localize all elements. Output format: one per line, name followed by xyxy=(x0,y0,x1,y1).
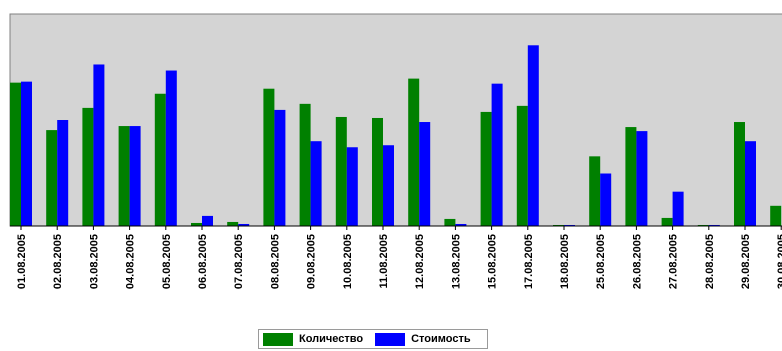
x-tick-label-13: 15.08.2005 xyxy=(487,234,499,289)
legend-label-quantity: Количество xyxy=(299,333,364,345)
bar-cost-3 xyxy=(129,126,141,226)
bar-cost-5 xyxy=(202,215,213,226)
x-tick-label-14: 17.08.2005 xyxy=(523,234,535,289)
bar-cost-1 xyxy=(57,120,69,226)
x-tick-label-6: 07.08.2005 xyxy=(233,234,245,289)
bar-cost-13 xyxy=(491,83,503,227)
bar-cost-16 xyxy=(600,173,612,226)
bar-quantity-5 xyxy=(191,222,202,226)
legend-swatch-cost xyxy=(375,332,406,346)
bar-quantity-3 xyxy=(118,126,130,226)
bar-cost-19 xyxy=(708,224,720,226)
bar-cost-14 xyxy=(527,45,539,226)
x-tick-label-10: 11.08.2005 xyxy=(378,234,390,288)
bar-quantity-8 xyxy=(299,103,311,226)
bar-cost-17 xyxy=(636,131,648,226)
x-tick-label-8: 09.08.2005 xyxy=(306,234,318,289)
bar-cost-2 xyxy=(93,64,105,226)
x-tick-label-16: 25.08.2005 xyxy=(595,234,607,289)
legend: Количество Стоимость xyxy=(258,329,488,349)
bar-quantity-10 xyxy=(372,117,383,226)
bar-quantity-13 xyxy=(480,111,492,226)
bar-cost-12 xyxy=(455,223,467,226)
bar-quantity-16 xyxy=(589,156,601,226)
bar-quantity-18 xyxy=(661,217,673,226)
bar-quantity-21 xyxy=(770,205,782,226)
x-tick-label-11: 12.08.2005 xyxy=(414,234,426,289)
bar-cost-10 xyxy=(383,145,394,226)
x-tick-label-5: 06.08.2005 xyxy=(197,234,209,289)
bar-chart: 01.08.2005 02.08.2005 03.08.2005 04.08.2005… xyxy=(9,13,782,289)
x-tick-label-12: 13.08.2005 xyxy=(450,234,462,289)
bar-cost-18 xyxy=(672,191,684,226)
bar-cost-7 xyxy=(274,109,286,226)
x-tick-label-7: 08.08.2005 xyxy=(269,234,281,289)
bar-quantity-15 xyxy=(553,224,564,226)
bar-cost-0 xyxy=(21,81,32,226)
x-tick-label-20: 29.08.2005 xyxy=(740,234,752,289)
x-tick-label-15: 18.08.2005 xyxy=(559,234,571,289)
bar-quantity-6 xyxy=(227,221,239,226)
bar-cost-6 xyxy=(238,223,250,226)
bar-cost-9 xyxy=(346,147,358,226)
x-tick-label-0: 01.08.2005 xyxy=(16,234,28,289)
legend-item-quantity: Количество xyxy=(263,332,364,346)
bar-cost-4 xyxy=(165,70,177,227)
legend-swatch-quantity xyxy=(263,332,293,346)
bar-cost-11 xyxy=(419,122,431,226)
x-tick-label-1: 02.08.2005 xyxy=(52,234,64,289)
x-tick-label-3: 04.08.2005 xyxy=(125,234,137,289)
bar-quantity-14 xyxy=(516,105,528,226)
bar-cost-15 xyxy=(564,224,575,226)
bar-quantity-12 xyxy=(444,218,456,226)
x-tick-label-18: 27.08.2005 xyxy=(668,234,680,289)
x-tick-label-19: 28.08.2005 xyxy=(704,234,716,289)
bar-quantity-17 xyxy=(625,127,637,226)
bar-quantity-19 xyxy=(697,224,709,226)
x-tick-label-4: 05.08.2005 xyxy=(161,234,173,289)
x-tick-label-17: 26.08.2005 xyxy=(631,234,643,289)
bar-quantity-4 xyxy=(154,93,166,226)
bar-quantity-7 xyxy=(263,88,275,226)
bar-quantity-2 xyxy=(82,107,94,226)
bar-quantity-9 xyxy=(335,116,347,226)
legend-label-cost: Стоимость xyxy=(411,333,471,345)
x-tick-label-21: 30.08.2005 xyxy=(776,234,782,289)
bar-quantity-0 xyxy=(10,82,21,227)
x-tick-label-9: 10.08.2005 xyxy=(342,234,354,289)
bar-quantity-11 xyxy=(408,78,420,226)
bar-quantity-20 xyxy=(734,122,745,226)
legend-item-cost: Стоимость xyxy=(375,332,471,346)
bar-cost-20 xyxy=(745,141,756,226)
bar-quantity-1 xyxy=(46,130,58,226)
x-tick-label-2: 03.08.2005 xyxy=(88,234,100,289)
bar-cost-8 xyxy=(310,141,322,226)
